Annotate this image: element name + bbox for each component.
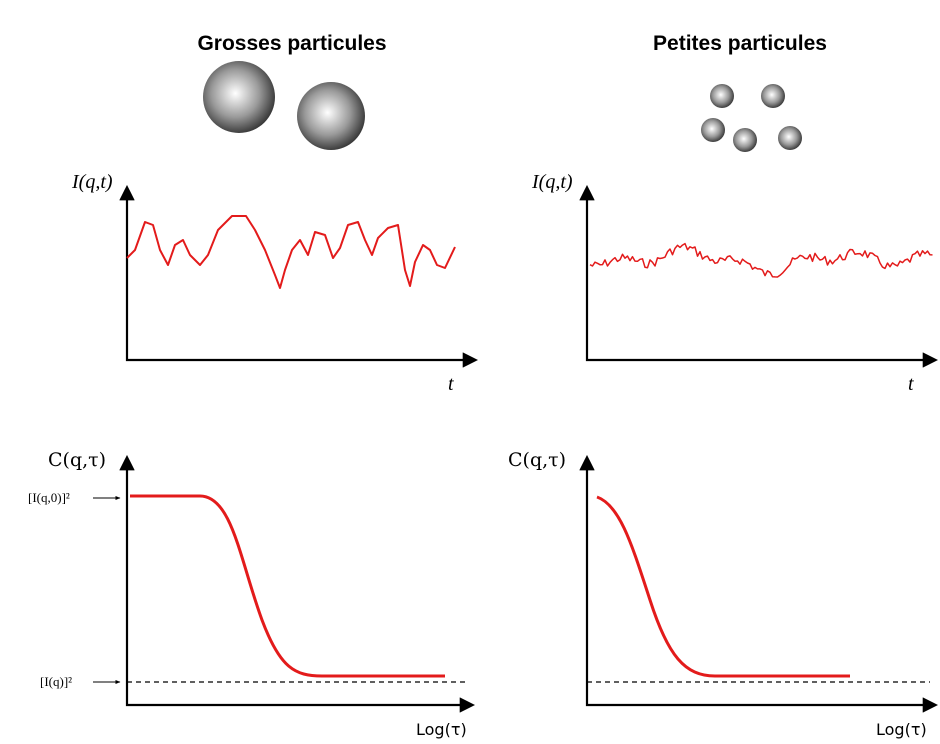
- x-axis-label: Log(τ): [416, 720, 467, 739]
- small-particles: [701, 84, 802, 152]
- x-axis-label: Log(τ): [876, 720, 927, 739]
- level-label: [I(q,0)]²: [28, 490, 70, 505]
- large-particles: [203, 61, 365, 150]
- particle: [761, 84, 785, 108]
- particle: [733, 128, 757, 152]
- correlation-curve: [130, 494, 445, 678]
- axes: [119, 454, 476, 713]
- intensity-trace: [589, 242, 933, 278]
- panel-title: Grosses particules: [197, 32, 386, 55]
- particle: [701, 118, 725, 142]
- particle: [710, 84, 734, 108]
- particle: [297, 82, 365, 150]
- correlation-curve: [596, 495, 850, 678]
- axes: [119, 184, 479, 368]
- axes: [579, 184, 939, 368]
- intensity-trace: [126, 215, 456, 289]
- panel-title: Petites particules: [653, 32, 827, 55]
- y-axis-label: I(q,t): [71, 171, 113, 193]
- axes: [579, 454, 939, 713]
- x-axis-label: t: [908, 373, 914, 395]
- y-axis-label: I(q,t): [531, 171, 573, 193]
- y-axis-label: C(q,τ): [48, 449, 106, 471]
- level-label: [I(q)]²: [40, 674, 72, 689]
- y-axis-label: C(q,τ): [508, 449, 566, 471]
- x-axis-label: t: [448, 373, 454, 395]
- particle: [203, 61, 275, 133]
- particle: [778, 126, 802, 150]
